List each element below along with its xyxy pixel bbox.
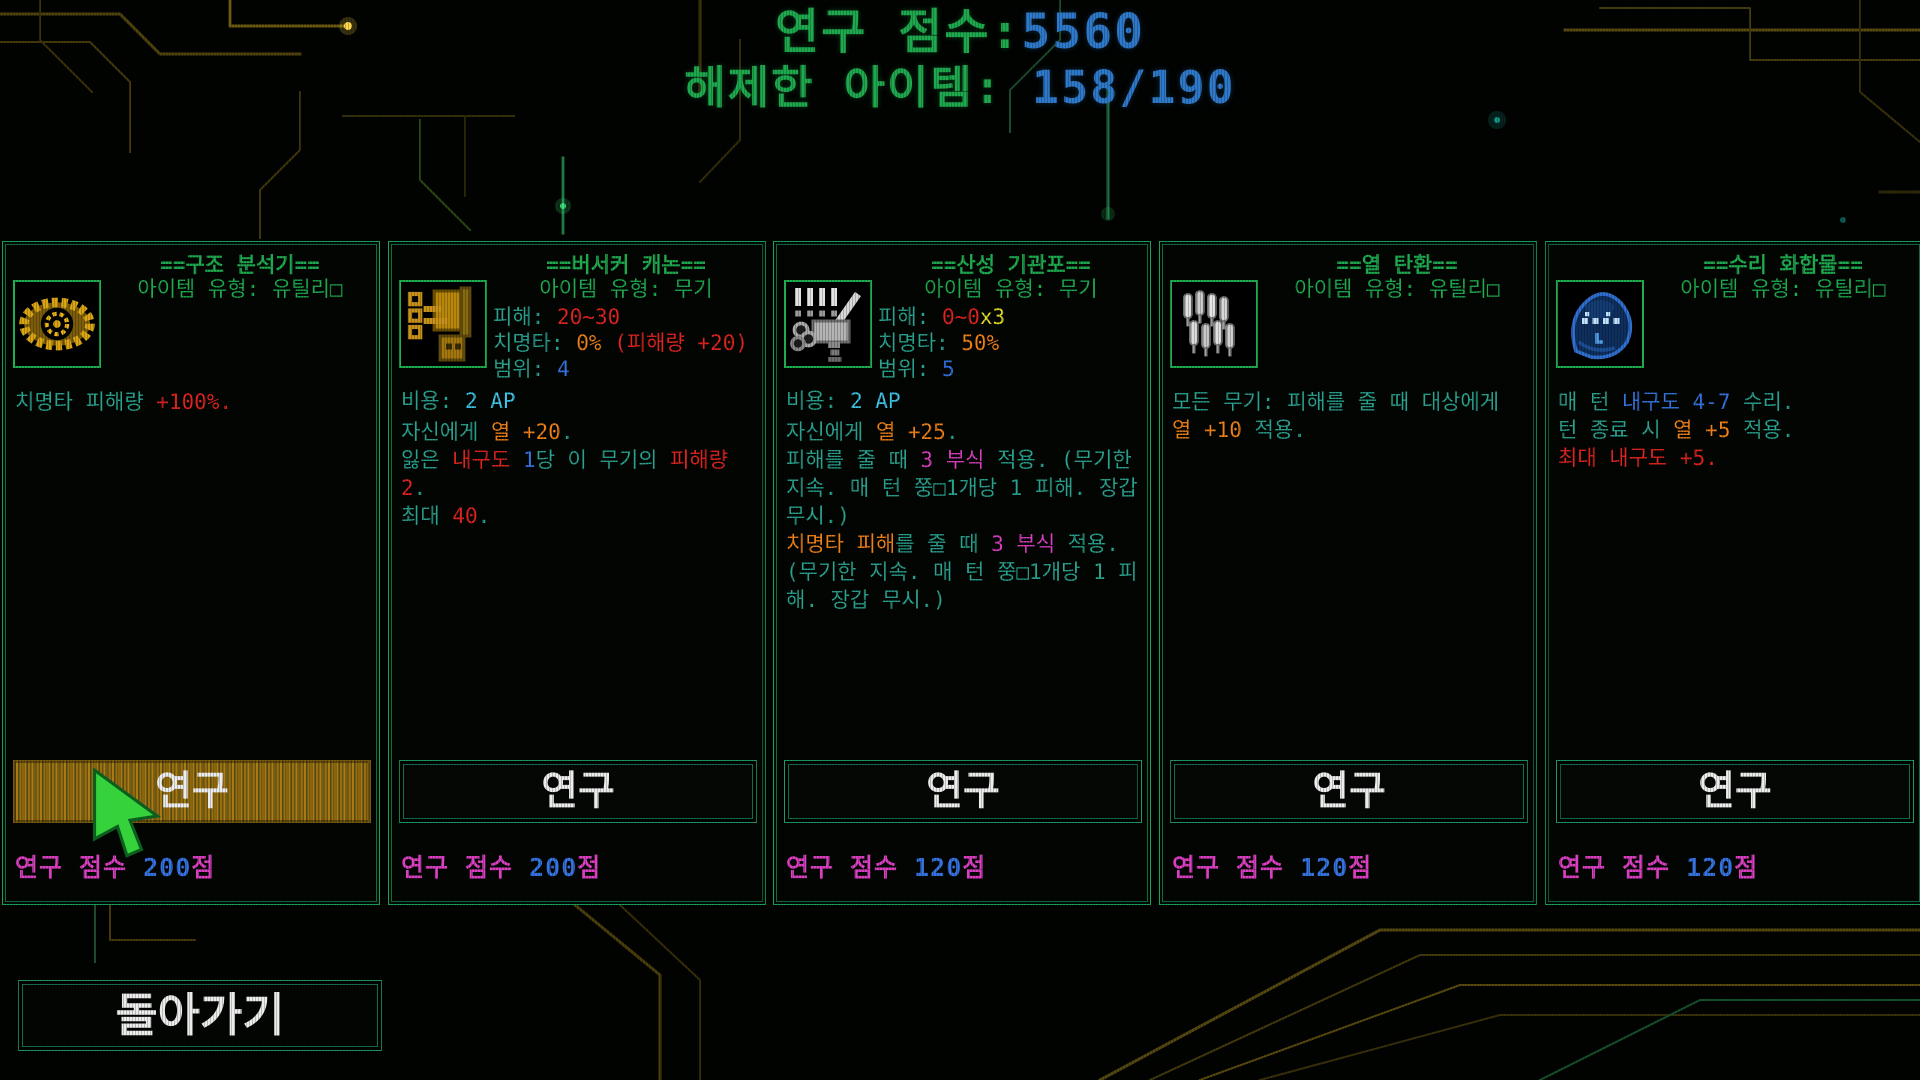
card-stats: 피해: 20~30 치명타: 0% (피해량 +20) 범위: 4 xyxy=(493,304,759,382)
cursor-icon xyxy=(92,768,162,858)
desc-line: 턴 종료 시 열 +5 적용. xyxy=(1558,418,1795,442)
desc-line: 매 턴 내구도 4-7 수리. xyxy=(1558,390,1795,414)
item-description: 자신에게 열 +20. 잃은 내구도 1당 이 무기의 피해량 2. 최대 40… xyxy=(401,418,753,530)
desc-line: 최대 40. xyxy=(401,504,491,528)
research-button[interactable]: 연구 xyxy=(1170,760,1528,823)
research-score-line: 연구 점수:5560 xyxy=(0,4,1920,61)
desc-line: 치명타 피해량 +100%. xyxy=(15,390,233,414)
research-card-berserker-cannon: ==버서커 캐논== 아이템 유형: 무기 피해: 20~30 치명타: 0% … xyxy=(388,241,766,905)
research-header: 연구 점수:5560 해제한 아이템: 158/190 xyxy=(0,4,1920,114)
item-icon-box xyxy=(13,280,101,368)
item-icon-box xyxy=(1556,280,1644,368)
stat-damage: 피해: 20~30 xyxy=(493,305,621,329)
card-title: ==구조 분석기== xyxy=(160,253,320,277)
back-button[interactable]: 돌아가기 xyxy=(18,980,382,1051)
card-stats: 피해: 0~0x3 치명타: 50% 범위: 5 xyxy=(878,304,1144,382)
card-head: ==구조 분석기== 아이템 유형: 유틸리□ xyxy=(107,254,373,302)
research-card-acid-machinegun: ==산성 기관포== 아이템 유형: 무기 피해: 0~0x3 치명타: 50%… xyxy=(773,241,1151,905)
card-item-type: 아이템 유형: 유틸리□ xyxy=(1294,277,1500,301)
stat-range: 범위: 5 xyxy=(878,357,955,381)
research-card-heat-rounds: ==열 탄환== 아이템 유형: 유틸리□ 모든 무기: 피해를 줄 xyxy=(1159,241,1537,905)
repair-compound-icon xyxy=(1571,292,1633,360)
card-head: ==버서커 캐논== 아이템 유형: 무기 피해: 20~30 치명타: 0% … xyxy=(493,254,759,382)
card-title: ==버서커 캐논== xyxy=(546,253,706,277)
desc-line: 자신에게 열 +25. xyxy=(786,420,959,444)
desc-line: 치명타 피해를 줄 때 3 부식 적용. (무기한 지속. 매 턴 쭝□1개당 … xyxy=(786,532,1138,612)
cost-ap-line: 비용: 2 AP xyxy=(401,389,516,413)
item-icon-box xyxy=(1170,280,1258,368)
card-head: ==열 탄환== 아이템 유형: 유틸리□ xyxy=(1264,254,1530,302)
berserker-cannon-icon xyxy=(407,286,472,362)
heat-rounds-icon xyxy=(1183,290,1235,357)
card-item-type: 아이템 유형: 무기 xyxy=(539,277,713,301)
research-score-label: 연구 점수: xyxy=(774,4,1022,60)
research-cost: 연구 점수 120점 xyxy=(1558,853,1759,882)
research-cost: 연구 점수 120점 xyxy=(786,853,987,882)
item-icon-box xyxy=(399,280,487,368)
acid-machinegun-icon xyxy=(790,288,861,362)
research-cost: 연구 점수 120점 xyxy=(1172,853,1373,882)
card-title: ==열 탄환== xyxy=(1336,253,1458,277)
item-description: 치명타 피해량 +100%. xyxy=(15,388,367,416)
card-head: ==수리 화합물== 아이템 유형: 유틸리□ xyxy=(1650,254,1916,302)
desc-line: 최대 내구도 +5. xyxy=(1558,446,1718,470)
desc-line: 잃은 내구도 1당 이 무기의 피해량 2. xyxy=(401,448,729,500)
research-cost: 연구 점수 200점 xyxy=(15,853,216,882)
research-button[interactable]: 연구 xyxy=(13,760,371,823)
stat-crit: 치명타: 0% (피해량 +20) xyxy=(493,331,749,355)
research-button[interactable]: 연구 xyxy=(399,760,757,823)
unlocked-items-line: 해제한 아이템: 158/190 xyxy=(0,61,1920,114)
research-card-repair-compound: ==수리 화합물== 아이템 유형: 유틸리□ 매 턴 내구도 4-7 수리. … xyxy=(1545,241,1920,905)
card-head: ==산성 기관포== 아이템 유형: 무기 피해: 0~0x3 치명타: 50%… xyxy=(878,254,1144,382)
card-item-type: 아이템 유형: 무기 xyxy=(924,277,1098,301)
item-description: 모든 무기: 피해를 줄 때 대상에게 열 +10 적용. xyxy=(1172,388,1524,444)
research-card-structure-analyzer: ==구조 분석기== 아이템 유형: 유틸리□ 치명타 피해량 +100%. 연… xyxy=(2,241,380,905)
research-button[interactable]: 연구 xyxy=(1556,760,1914,823)
desc-line: 모든 무기: 피해를 줄 때 대상에게 열 +10 적용. xyxy=(1172,390,1500,442)
desc-line: 자신에게 열 +20. xyxy=(401,420,574,444)
item-icon-box xyxy=(784,280,872,368)
card-title: ==수리 화합물== xyxy=(1703,253,1863,277)
cost-ap-line: 비용: 2 AP xyxy=(786,389,901,413)
unlocked-items-value: 158/190 xyxy=(1032,60,1236,114)
card-title: ==산성 기관포== xyxy=(931,253,1091,277)
unlocked-items-label: 해제한 아이템: xyxy=(684,60,1033,114)
research-score-value: 5560 xyxy=(1021,4,1146,60)
desc-line: 피해를 줄 때 3 부식 적용. (무기한 지속. 매 턴 쭝□1개당 1 피해… xyxy=(786,448,1138,528)
item-description: 자신에게 열 +25. 피해를 줄 때 3 부식 적용. (무기한 지속. 매 … xyxy=(786,418,1138,614)
stat-damage: 피해: 0~0x3 xyxy=(878,305,1006,329)
research-cost: 연구 점수 200점 xyxy=(401,853,602,882)
research-button[interactable]: 연구 xyxy=(784,760,1142,823)
card-item-type: 아이템 유형: 유틸리□ xyxy=(1680,277,1886,301)
card-item-type: 아이템 유형: 유틸리□ xyxy=(137,277,343,301)
stat-range: 범위: 4 xyxy=(493,357,570,381)
stat-crit: 치명타: 50% xyxy=(878,331,1000,355)
structure-analyzer-icon xyxy=(19,297,95,351)
item-description: 매 턴 내구도 4-7 수리. 턴 종료 시 열 +5 적용. 최대 내구도 +… xyxy=(1558,388,1910,472)
